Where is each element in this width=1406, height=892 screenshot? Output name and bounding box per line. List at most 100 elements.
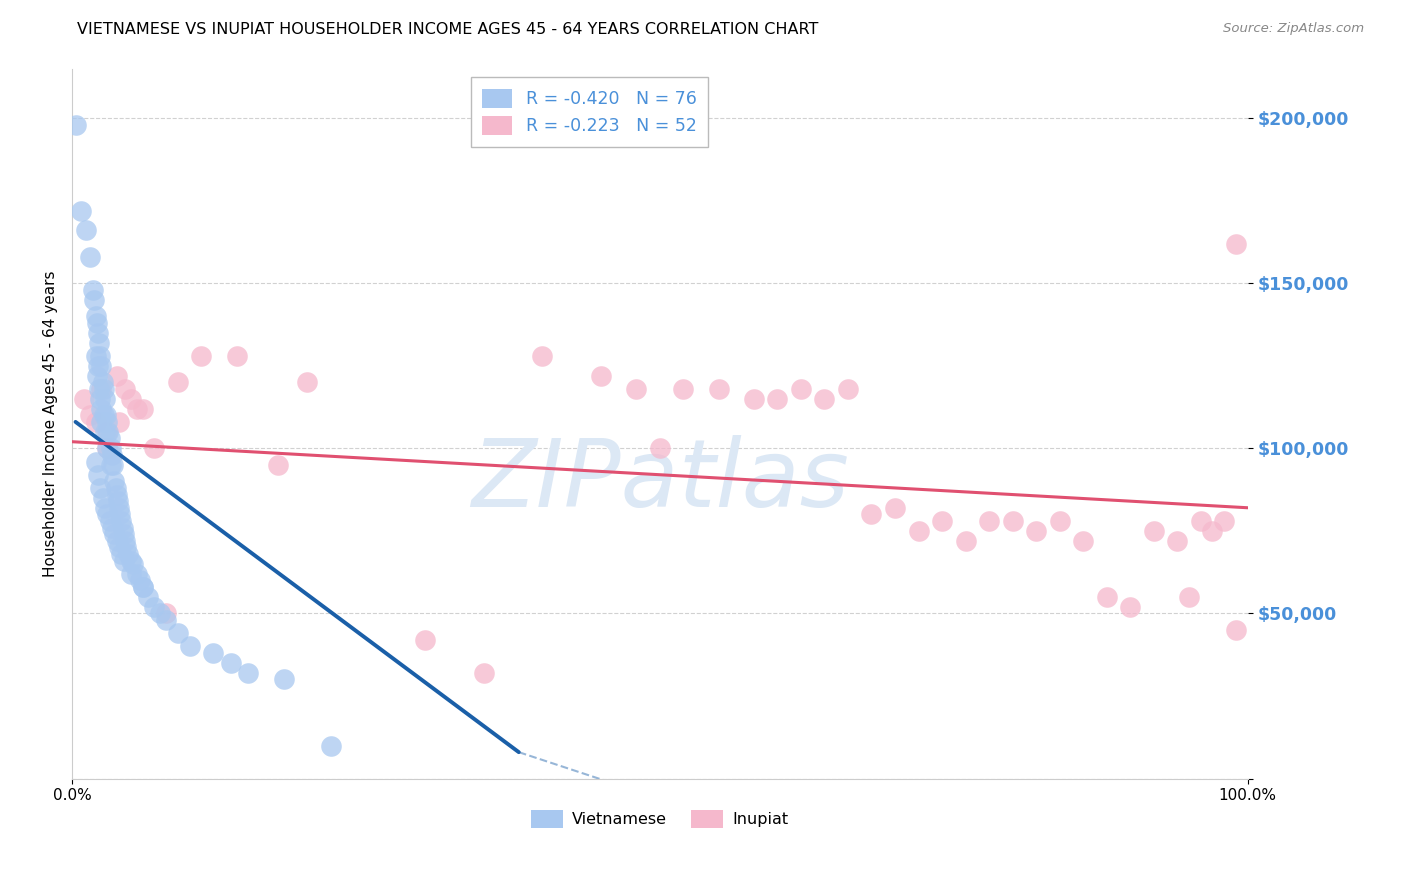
Point: [89, 349, 111, 363]
Point: [73, 392, 96, 406]
Point: [114, 382, 136, 396]
Point: [75, 223, 97, 237]
Point: [626, 382, 648, 396]
Point: [120, 553, 142, 567]
Point: [94, 425, 117, 439]
Point: [190, 349, 212, 363]
Point: [120, 392, 142, 406]
Point: [129, 574, 152, 588]
Text: Source: ZipAtlas.com: Source: ZipAtlas.com: [1223, 22, 1364, 36]
Point: [87, 326, 110, 340]
Point: [907, 524, 929, 538]
Point: [138, 590, 160, 604]
Y-axis label: Householder Income Ages 45 - 64 years: Householder Income Ages 45 - 64 years: [44, 270, 58, 577]
Point: [90, 382, 112, 396]
Point: [83, 293, 105, 307]
Point: [90, 359, 112, 373]
Point: [93, 409, 115, 423]
Point: [1225, 236, 1247, 251]
Point: [112, 527, 135, 541]
Point: [267, 458, 290, 472]
Point: [114, 533, 136, 548]
Point: [89, 392, 111, 406]
Legend: Vietnamese, Inupiat: Vietnamese, Inupiat: [524, 804, 796, 835]
Point: [273, 673, 295, 687]
Point: [1049, 514, 1071, 528]
Point: [79, 409, 101, 423]
Point: [155, 607, 177, 621]
Point: [143, 442, 166, 456]
Point: [672, 382, 695, 396]
Point: [766, 392, 789, 406]
Point: [131, 580, 153, 594]
Point: [202, 646, 225, 660]
Point: [219, 656, 242, 670]
Point: [97, 425, 120, 439]
Point: [1189, 514, 1212, 528]
Point: [143, 599, 166, 614]
Point: [96, 508, 118, 522]
Point: [125, 566, 148, 581]
Point: [103, 475, 125, 489]
Point: [93, 382, 115, 396]
Point: [79, 250, 101, 264]
Point: [105, 368, 128, 383]
Point: [1201, 524, 1223, 538]
Point: [179, 640, 201, 654]
Point: [101, 458, 124, 472]
Point: [319, 739, 342, 753]
Point: [90, 401, 112, 416]
Point: [105, 487, 128, 501]
Point: [112, 553, 135, 567]
Point: [120, 566, 142, 581]
Point: [96, 442, 118, 456]
Point: [86, 368, 108, 383]
Point: [108, 500, 131, 515]
Point: [115, 541, 138, 555]
Point: [166, 376, 188, 390]
Point: [87, 335, 110, 350]
Point: [89, 481, 111, 495]
Point: [1213, 514, 1236, 528]
Point: [1143, 524, 1166, 538]
Point: [1225, 623, 1247, 637]
Point: [295, 376, 318, 390]
Point: [413, 632, 436, 647]
Point: [884, 500, 907, 515]
Point: [94, 392, 117, 406]
Point: [125, 401, 148, 416]
Point: [591, 368, 613, 383]
Point: [931, 514, 953, 528]
Point: [65, 118, 87, 132]
Point: [91, 491, 114, 505]
Point: [84, 349, 107, 363]
Point: [225, 349, 247, 363]
Point: [91, 376, 114, 390]
Point: [98, 431, 121, 445]
Point: [1071, 533, 1094, 548]
Point: [238, 665, 260, 680]
Point: [955, 533, 977, 548]
Point: [131, 580, 153, 594]
Point: [110, 547, 132, 561]
Point: [96, 442, 118, 456]
Point: [1095, 590, 1118, 604]
Point: [1178, 590, 1201, 604]
Point: [87, 382, 110, 396]
Point: [104, 481, 127, 495]
Point: [837, 382, 859, 396]
Point: [82, 283, 104, 297]
Point: [70, 203, 93, 218]
Point: [101, 520, 124, 534]
Point: [103, 527, 125, 541]
Point: [1025, 524, 1047, 538]
Point: [110, 508, 132, 522]
Point: [155, 613, 177, 627]
Point: [149, 607, 172, 621]
Point: [860, 508, 883, 522]
Point: [87, 359, 110, 373]
Point: [472, 665, 495, 680]
Point: [1166, 533, 1188, 548]
Point: [648, 442, 671, 456]
Point: [110, 514, 132, 528]
